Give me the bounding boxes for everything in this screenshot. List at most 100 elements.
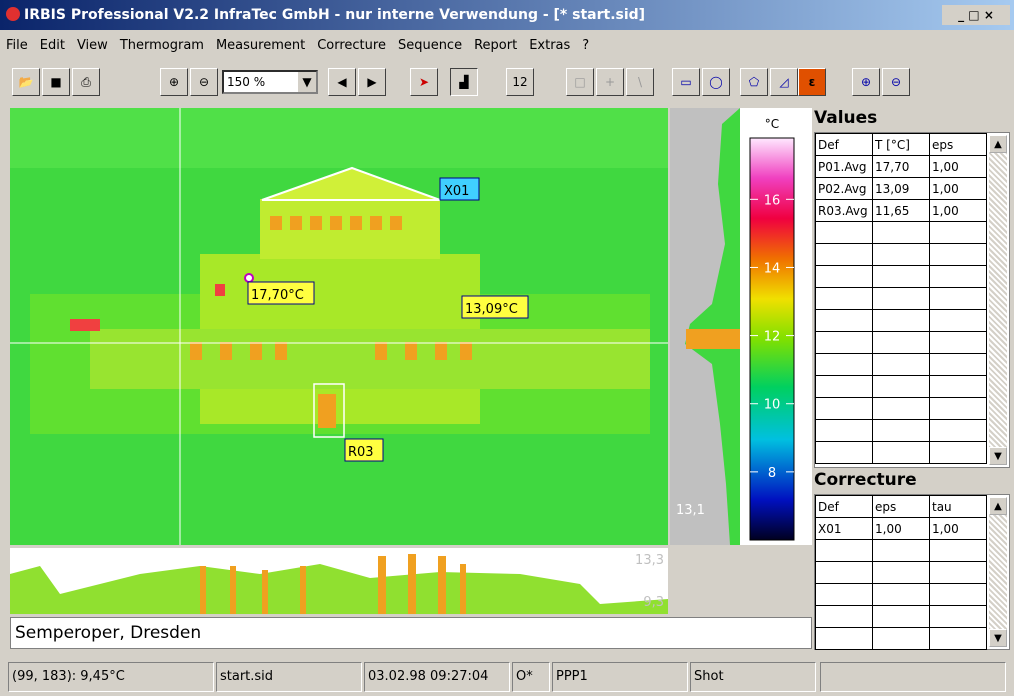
- table-cell: [929, 583, 987, 606]
- caption-box[interactable]: Semperoper, Dresden: [10, 617, 812, 649]
- table-cell: [815, 221, 873, 244]
- open-button[interactable]: 📂: [12, 68, 40, 96]
- marker-label: 13,09°C: [465, 302, 518, 317]
- horizontal-profile: 13,3 9,3: [10, 548, 668, 614]
- tool-button[interactable]: ⬠: [740, 68, 768, 96]
- table-row: [815, 583, 987, 606]
- zoom-combo[interactable]: 150 % ▼: [222, 70, 318, 94]
- menu-item[interactable]: Thermogram: [119, 38, 204, 53]
- table-cell: [815, 441, 873, 464]
- table-cell: [929, 627, 987, 650]
- table-row: [815, 287, 987, 310]
- table-cell: [929, 397, 987, 420]
- profile-label: 9,3: [643, 595, 664, 610]
- zoom-tool-button[interactable]: ⊖: [882, 68, 910, 96]
- menu-item[interactable]: Report: [474, 38, 518, 53]
- table-row: P02.Avg 13,09 1,00: [815, 177, 987, 200]
- pointer-button[interactable]: ➤: [410, 68, 438, 96]
- column-header: Def: [815, 495, 873, 518]
- correcture-table: Def eps tau X01 1,00 1,00 ▲ ▼: [814, 494, 1010, 650]
- save-button[interactable]: ■: [42, 68, 70, 96]
- colorbar-tick-label: 12: [764, 330, 781, 345]
- tool-button[interactable]: \: [626, 68, 654, 96]
- table-cell: P01.Avg: [815, 155, 873, 178]
- values-panel: Values Def T [°C] eps P01.Avg 17,70 1,00 P02.A…: [814, 108, 1014, 468]
- scroll-down[interactable]: ▼: [989, 447, 1007, 465]
- menu-item[interactable]: Edit: [39, 38, 65, 53]
- column-header: eps: [872, 495, 930, 518]
- table-cell: [815, 265, 873, 288]
- colorbar-tick-label: 14: [764, 261, 781, 276]
- table-cell: 13,09: [872, 177, 930, 200]
- epsilon-button[interactable]: ε: [798, 68, 826, 96]
- profile-label: 13,1: [676, 503, 705, 518]
- menu-item[interactable]: View: [76, 38, 108, 53]
- status-field: Shot: [690, 662, 816, 692]
- scroll-up[interactable]: ▲: [989, 497, 1007, 515]
- scrollbar[interactable]: ▲ ▼: [989, 135, 1007, 465]
- table-cell: [929, 287, 987, 310]
- table-cell: [929, 309, 987, 332]
- status-field: 03.02.98 09:27:04: [364, 662, 510, 692]
- tool-button[interactable]: □: [566, 68, 594, 96]
- frame-button[interactable]: 12: [506, 68, 534, 96]
- menu-item[interactable]: Sequence: [397, 38, 463, 53]
- scroll-up[interactable]: ▲: [989, 135, 1007, 153]
- table-cell: [815, 583, 873, 606]
- table-cell: [929, 419, 987, 442]
- table-row: [815, 627, 987, 650]
- prev-button[interactable]: ◀: [328, 68, 356, 96]
- tool-button[interactable]: +: [596, 68, 624, 96]
- table-cell: [929, 243, 987, 266]
- profile-label: 13,3: [635, 553, 664, 568]
- next-button[interactable]: ▶: [358, 68, 386, 96]
- tool-button[interactable]: ◿: [770, 68, 798, 96]
- table-cell: [929, 441, 987, 464]
- table-cell: [872, 287, 930, 310]
- zoom-out-button[interactable]: ⊖: [190, 68, 218, 96]
- profile-button[interactable]: ▟: [450, 68, 478, 96]
- status-field: PPP1: [552, 662, 688, 692]
- title-bar: IRBIS Professional V2.2 InfraTec GmbH - …: [0, 0, 1014, 30]
- tool-button[interactable]: ▭: [672, 68, 700, 96]
- table-cell: [815, 539, 873, 562]
- table-cell: [929, 221, 987, 244]
- table-cell: [815, 419, 873, 442]
- scrollbar[interactable]: ▲ ▼: [989, 497, 1007, 647]
- table-cell: [929, 375, 987, 398]
- colorbar-tick-label: 10: [764, 398, 781, 413]
- table-cell: [872, 221, 930, 244]
- column-header: T [°C]: [872, 133, 930, 156]
- table-row: [815, 265, 987, 288]
- table-cell: [929, 539, 987, 562]
- table-row: [815, 539, 987, 562]
- menu-item[interactable]: ?: [582, 38, 590, 53]
- marker-label: R03: [348, 445, 374, 460]
- vertical-profile: 13,1: [670, 108, 740, 545]
- table-cell: [929, 605, 987, 628]
- print-button[interactable]: ⎙: [72, 68, 100, 96]
- table-cell: [815, 605, 873, 628]
- menu-item[interactable]: Measurement: [215, 38, 306, 53]
- table-cell: X01: [815, 517, 873, 540]
- status-field: start.sid: [216, 662, 362, 692]
- table-cell: [872, 243, 930, 266]
- menu-item[interactable]: File: [6, 38, 28, 53]
- status-field: O*: [512, 662, 550, 692]
- menu-item[interactable]: Correcture: [317, 38, 386, 53]
- table-row: [815, 331, 987, 354]
- panel-title: Values: [814, 108, 878, 128]
- table-cell: [872, 265, 930, 288]
- table-cell: [872, 309, 930, 332]
- header-row: Def T [°C] eps: [815, 133, 987, 156]
- table-cell: [872, 627, 930, 650]
- tool-button[interactable]: ◯: [702, 68, 730, 96]
- scroll-down[interactable]: ▼: [989, 629, 1007, 647]
- status-field: (99, 183): 9,45°C: [8, 662, 214, 692]
- table-row: [815, 221, 987, 244]
- menu-item[interactable]: Extras: [529, 38, 571, 53]
- zoom-in-button[interactable]: ⊕: [160, 68, 188, 96]
- zoom-tool-button[interactable]: ⊕: [852, 68, 880, 96]
- window-controls[interactable]: _ □ ×: [942, 5, 1010, 25]
- marker-label: X01: [444, 184, 469, 199]
